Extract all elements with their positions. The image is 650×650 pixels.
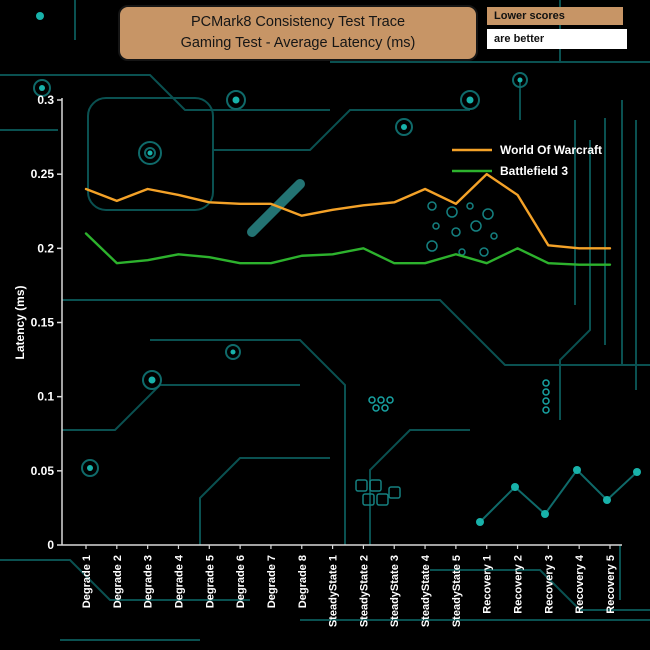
legend-label: World Of Warcraft bbox=[500, 143, 602, 157]
x-tick-label: SteadyState 4 bbox=[420, 554, 432, 627]
series-line-battlefield-3 bbox=[84, 232, 612, 266]
x-tick-label: Recovery 1 bbox=[482, 555, 494, 614]
x-tick-label: Degrade 5 bbox=[204, 555, 216, 608]
y-tick-label: 0.2 bbox=[37, 241, 54, 255]
note-are-better: are better bbox=[487, 29, 627, 49]
note-lower-scores: Lower scores bbox=[487, 7, 623, 25]
x-tick-label: Recovery 2 bbox=[513, 555, 525, 614]
y-tick-label: 0.05 bbox=[31, 464, 55, 478]
y-axis-title: Latency (ms) bbox=[13, 285, 27, 359]
x-tick-label: SteadyState 3 bbox=[389, 555, 401, 627]
y-tick-label: 0.3 bbox=[37, 93, 54, 107]
x-tick-label: SteadyState 5 bbox=[451, 555, 463, 627]
x-tick-label: Degrade 4 bbox=[173, 554, 185, 608]
y-tick-label: 0.15 bbox=[31, 316, 55, 330]
x-tick-label: SteadyState 2 bbox=[358, 555, 370, 627]
legend-label: Battlefield 3 bbox=[500, 164, 568, 178]
y-tick-label: 0.1 bbox=[37, 390, 54, 404]
x-tick-label: Degrade 3 bbox=[143, 555, 155, 608]
y-tick-label: 0 bbox=[47, 538, 54, 552]
chart-title-box: PCMark8 Consistency Test Trace Gaming Te… bbox=[118, 5, 478, 62]
x-tick-label: Degrade 8 bbox=[297, 555, 309, 608]
chart-title-line2: Gaming Test - Average Latency (ms) bbox=[180, 35, 416, 52]
x-tick-label: Degrade 7 bbox=[266, 555, 278, 608]
x-tick-label: Degrade 6 bbox=[235, 555, 247, 608]
x-tick-label: Recovery 4 bbox=[574, 554, 586, 614]
x-tick-label: Recovery 5 bbox=[605, 555, 617, 614]
chart-title-line1: PCMark8 Consistency Test Trace bbox=[190, 14, 406, 30]
series-line-world-of-warcraft bbox=[84, 172, 612, 250]
x-tick-label: Degrade 1 bbox=[81, 555, 93, 608]
x-tick-label: SteadyState 1 bbox=[328, 555, 340, 627]
x-tick-label: Recovery 3 bbox=[543, 555, 555, 614]
y-tick-label: 0.25 bbox=[31, 167, 55, 181]
x-tick-label: Degrade 2 bbox=[112, 555, 124, 608]
